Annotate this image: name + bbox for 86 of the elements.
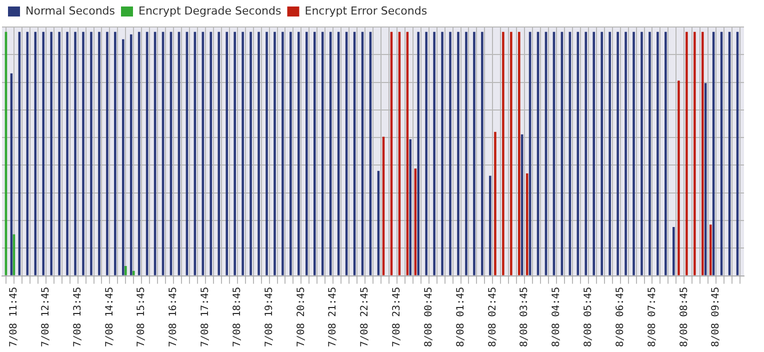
bar xyxy=(702,32,704,276)
bar xyxy=(106,32,108,276)
bar xyxy=(510,32,512,276)
x-tick-label: 8/08 02:45 xyxy=(487,286,498,348)
bar xyxy=(282,32,284,276)
bar xyxy=(130,34,132,276)
x-tick-label: 8/08 08:45 xyxy=(678,286,690,348)
bar xyxy=(234,32,236,276)
bar xyxy=(114,32,116,276)
bar xyxy=(74,32,76,276)
bar xyxy=(457,32,460,276)
bar xyxy=(441,32,444,276)
bar xyxy=(709,224,712,276)
bar xyxy=(616,32,619,276)
bar xyxy=(502,32,504,276)
legend-label: Encrypt Degrade Seconds xyxy=(138,4,282,18)
bar xyxy=(132,270,135,276)
bar xyxy=(686,32,688,276)
bar xyxy=(58,32,60,276)
x-tick-label: 7/08 16:45 xyxy=(168,286,180,348)
bar xyxy=(34,32,37,276)
bar xyxy=(592,32,596,276)
bar xyxy=(417,32,420,276)
bar xyxy=(306,32,308,276)
x-tick-label: 7/08 14:45 xyxy=(104,286,116,348)
bar xyxy=(66,32,68,276)
bar xyxy=(433,32,436,276)
x-tick-label: 7/08 22:45 xyxy=(360,286,371,348)
x-tick-label: 8/08 09:45 xyxy=(710,286,722,348)
x-tick-label: 7/08 12:45 xyxy=(40,286,52,348)
x-tick-label: 8/08 04:45 xyxy=(551,286,562,348)
x-tick-label: 7/08 11:45 xyxy=(8,286,20,348)
bar xyxy=(409,139,412,276)
bar xyxy=(266,32,268,276)
bar xyxy=(640,32,643,276)
bar xyxy=(226,32,228,276)
bar xyxy=(678,80,680,276)
x-tick-label: 7/08 18:45 xyxy=(232,286,243,348)
x-tick-label: 8/08 07:45 xyxy=(646,286,658,348)
bar xyxy=(298,32,300,276)
x-tick-label: 8/08 06:45 xyxy=(614,286,626,348)
bar xyxy=(425,32,428,276)
x-tick-label: 7/08 20:45 xyxy=(296,286,307,348)
bar xyxy=(82,32,84,276)
x-tick-label: 7/08 15:45 xyxy=(136,286,148,348)
bar xyxy=(694,32,696,276)
bar xyxy=(656,32,659,276)
x-tick-label: 7/08 19:45 xyxy=(264,286,275,348)
x-tick-label: 7/08 17:45 xyxy=(200,286,212,348)
x-tick-label: 8/08 03:45 xyxy=(519,286,530,348)
bar xyxy=(122,39,124,276)
bar xyxy=(672,227,675,276)
bar xyxy=(98,32,100,276)
bar xyxy=(624,32,627,276)
bar xyxy=(526,173,528,276)
bar xyxy=(242,32,244,276)
bar xyxy=(90,32,92,276)
bar xyxy=(465,32,468,276)
x-tick-label: 7/08 13:45 xyxy=(72,286,84,348)
legend-label: Normal Seconds xyxy=(26,4,116,18)
bar xyxy=(258,32,260,276)
bar xyxy=(313,32,316,276)
bar xyxy=(50,32,52,276)
bar xyxy=(518,32,520,276)
bar xyxy=(290,32,292,276)
bar xyxy=(608,32,611,276)
bar xyxy=(489,176,492,276)
bar xyxy=(632,32,635,276)
bar xyxy=(274,32,276,276)
bar xyxy=(648,32,651,276)
x-tick-label: 8/08 00:45 xyxy=(423,286,434,348)
bar xyxy=(664,32,667,276)
bar xyxy=(481,32,484,276)
x-tick-label: 7/08 23:45 xyxy=(392,286,403,348)
bar xyxy=(42,32,44,276)
bar xyxy=(218,32,220,276)
legend-label: Encrypt Error Seconds xyxy=(304,4,428,18)
bar xyxy=(449,32,452,276)
x-tick-label: 7/08 21:45 xyxy=(328,286,339,348)
bar xyxy=(600,32,603,276)
x-tick-label: 8/08 05:45 xyxy=(583,286,594,348)
bar xyxy=(124,266,127,276)
bar xyxy=(473,32,476,276)
bar xyxy=(250,32,252,276)
bar xyxy=(494,132,496,276)
x-tick-label: 8/08 01:45 xyxy=(455,286,466,348)
